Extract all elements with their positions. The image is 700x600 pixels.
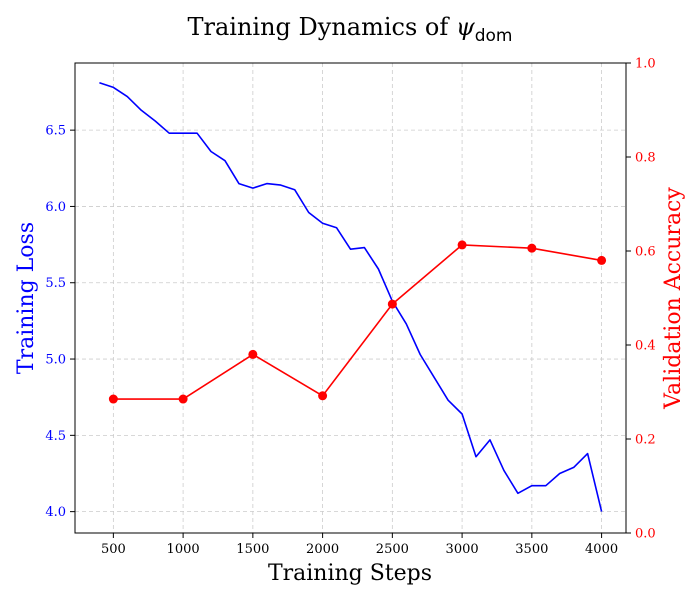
x-tick-label: 4000 <box>585 542 618 557</box>
accuracy-point <box>597 255 607 265</box>
left-y-tick-label: 5.5 <box>45 276 66 291</box>
left-y-tick-label: 4.0 <box>45 505 66 520</box>
grid <box>75 63 626 533</box>
accuracy-point <box>387 299 397 309</box>
accuracy-point <box>318 391 328 401</box>
right-y-tick-label: 0.8 <box>635 151 656 166</box>
title-subscript: dom <box>475 26 513 46</box>
accuracy-point <box>178 394 188 404</box>
loss-series <box>99 82 603 512</box>
plot-frame <box>74 62 627 534</box>
left-y-tick-label: 6.0 <box>45 200 66 215</box>
accuracy-point <box>108 394 118 404</box>
accuracy-point <box>527 243 537 253</box>
x-tick-label: 1000 <box>167 542 200 557</box>
left-y-axis-label: Training Loss <box>14 222 39 374</box>
accuracy-point <box>248 349 258 359</box>
left-y-tick-label: 4.5 <box>45 429 66 444</box>
x-tick-label: 2000 <box>306 542 339 557</box>
x-tick-label: 1500 <box>236 542 269 557</box>
right-y-tick-label: 0.0 <box>635 527 656 542</box>
right-y-tick-label: 0.6 <box>635 245 656 260</box>
chart-title: Training Dynamics of ψdom <box>188 13 513 46</box>
x-tick-label: 3500 <box>515 542 548 557</box>
x-tick-label: 500 <box>101 542 126 557</box>
accuracy-point <box>457 240 467 250</box>
right-y-tick-label: 1.0 <box>635 57 656 72</box>
right-y-axis: 0.0 0.2 0.4 0.6 0.8 1.0 <box>626 57 656 542</box>
accuracy-series <box>108 240 607 404</box>
x-tick-label: 3000 <box>446 542 479 557</box>
accuracy-line <box>113 244 602 400</box>
x-axis: 500 1000 1500 2000 2500 3000 3500 4000 <box>101 533 618 557</box>
title-symbol: ψ <box>456 13 476 41</box>
right-y-tick-label: 0.4 <box>635 339 656 354</box>
left-y-axis: 4.0 4.5 5.0 5.5 6.0 6.5 <box>45 124 75 520</box>
right-y-axis-label: Validation Accuracy <box>661 187 686 410</box>
right-y-tick-label: 0.2 <box>635 433 656 448</box>
left-y-tick-label: 6.5 <box>45 124 66 139</box>
loss-line <box>99 82 603 512</box>
x-tick-label: 2500 <box>376 542 409 557</box>
left-y-tick-label: 5.0 <box>45 353 66 368</box>
x-axis-label: Training Steps <box>268 561 432 586</box>
